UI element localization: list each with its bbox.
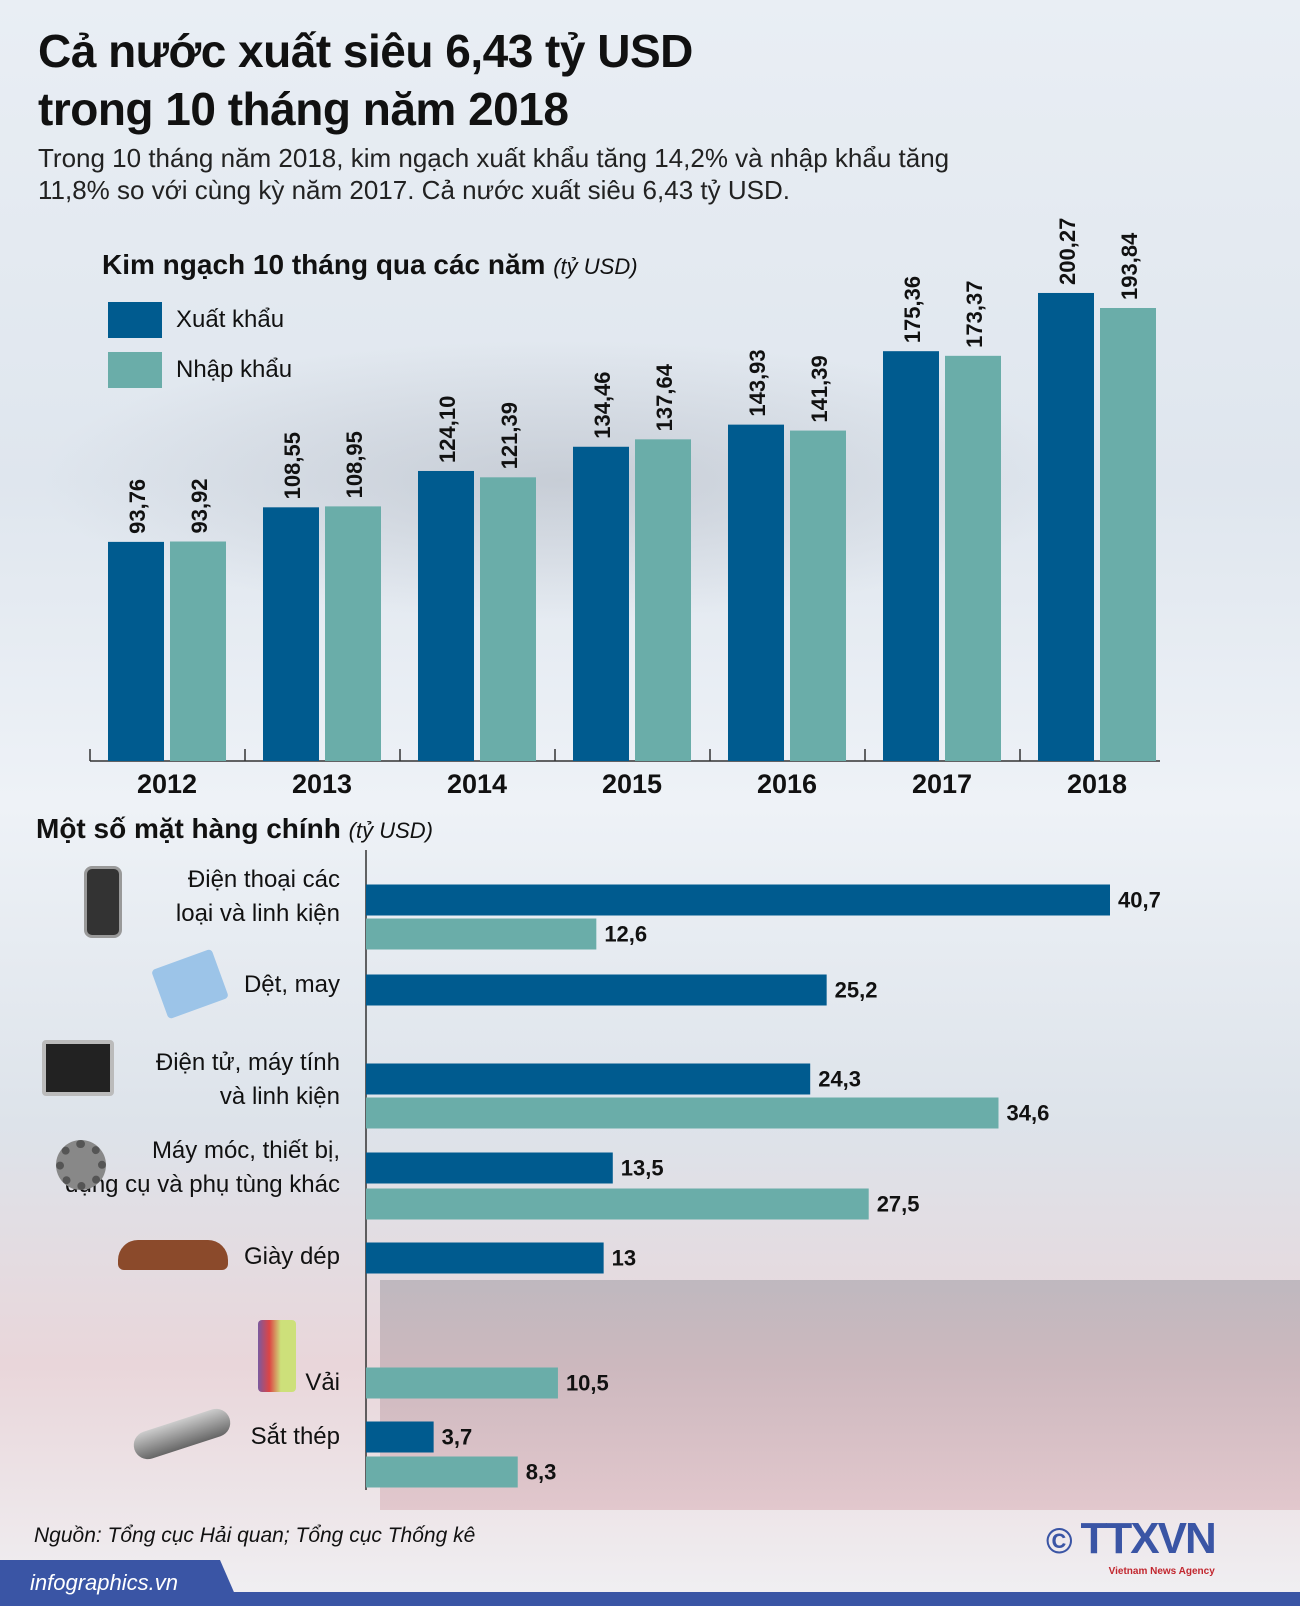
bar-import [366, 1456, 518, 1488]
bar-export-2012 [108, 541, 164, 761]
data-label: 3,7 [442, 1425, 473, 1450]
page-title: Cả nước xuất siêu 6,43 tỷ USD trong 10 t… [38, 22, 693, 138]
data-label: 108,95 [342, 431, 367, 498]
product-label: Giày dép [244, 1240, 340, 1274]
data-label: 134,46 [590, 371, 615, 438]
footer-site-link[interactable]: infographics.vn [0, 1560, 240, 1606]
product-label: Điện thoại các loại và linh kiện [176, 863, 340, 931]
computer-icon [42, 1040, 114, 1096]
legend-import: Nhập khẩu [108, 352, 292, 388]
ttxvn-logo: © TTXVN Vietnam News Agency [1046, 1514, 1217, 1578]
data-label: 27,5 [877, 1192, 920, 1217]
chart1-title: Kim ngạch 10 tháng qua các năm (tỷ USD) [102, 249, 638, 280]
data-label: 173,37 [962, 281, 987, 348]
product-label-line: Vải [305, 1369, 340, 1396]
bar-export-2016 [728, 424, 784, 761]
x-tick-label: 2015 [602, 769, 662, 799]
bar-export-2013 [263, 507, 319, 761]
footer-bar [0, 1592, 1300, 1606]
product-label: Vải [305, 1366, 340, 1400]
data-label: 13,5 [621, 1156, 664, 1181]
x-tick-label: 2014 [447, 769, 507, 799]
bar-export [366, 1152, 613, 1184]
product-label: Dệt, may [244, 968, 340, 1002]
bar-import [366, 1188, 869, 1220]
title-line-2: trong 10 tháng năm 2018 [38, 83, 569, 135]
bar-import-2016 [790, 430, 846, 761]
bar-export [366, 974, 827, 1006]
product-label-line: Giày dép [243, 1243, 340, 1270]
bar-import [366, 918, 597, 950]
bar-import-2013 [325, 506, 381, 761]
bar-import-2018 [1100, 307, 1156, 761]
product-label-line: Dệt, may [243, 971, 340, 998]
data-label: 141,39 [807, 355, 832, 422]
x-tick-label: 2018 [1067, 769, 1127, 799]
data-label: 25,2 [835, 978, 878, 1003]
product-label: Máy móc, thiết bị, dụng cụ và phụ tùng kh… [65, 1134, 340, 1202]
bar-export-2018 [1038, 292, 1094, 761]
product-label: Sắt thép [251, 1420, 340, 1454]
data-label: 34,6 [1006, 1101, 1049, 1126]
fabric-icon [258, 1320, 296, 1392]
bar-export-2015 [573, 446, 629, 761]
data-label: 13 [612, 1246, 636, 1271]
data-label: 175,36 [900, 276, 925, 343]
gear-icon [56, 1140, 106, 1190]
bar-export-2014 [418, 470, 474, 761]
legend-export-label: Xuất khẩu [176, 306, 285, 333]
data-label: 93,92 [187, 478, 212, 533]
chart1-unit: (tỷ USD) [553, 254, 638, 279]
product-label-line: Điện tử, máy tính [155, 1049, 340, 1076]
data-label: 40,7 [1118, 888, 1161, 913]
data-label: 143,93 [745, 349, 770, 416]
legend-export: Xuất khẩu [108, 302, 284, 338]
legend-import-swatch [108, 352, 162, 388]
x-tick-label: 2013 [292, 769, 352, 799]
data-label: 193,84 [1117, 232, 1142, 300]
title-line-1: Cả nước xuất siêu 6,43 tỷ USD [38, 25, 693, 77]
data-label: 10,5 [566, 1371, 609, 1396]
data-label: 24,3 [818, 1067, 861, 1092]
x-tick-label: 2012 [137, 769, 197, 799]
bar-export-2017 [883, 351, 939, 761]
data-label: 137,64 [652, 363, 677, 431]
bar-import-2014 [480, 477, 536, 761]
legend-import-label: Nhập khẩu [176, 356, 293, 383]
bar-import [366, 1097, 999, 1129]
bar-import-2017 [945, 355, 1001, 761]
x-tick-label: 2016 [757, 769, 817, 799]
data-label: 124,10 [435, 396, 460, 463]
data-label: 8,3 [526, 1460, 557, 1485]
chart2-unit: (tỷ USD) [348, 818, 433, 843]
data-label: 12,6 [604, 922, 647, 947]
data-label: 93,76 [125, 479, 150, 534]
bar-export [366, 1063, 811, 1095]
chart2-title: Một số mặt hàng chính (tỷ USD) [36, 813, 433, 844]
product-label-line: và linh kiện [219, 1083, 340, 1110]
horizontal-bar-chart: 40,7 12,6 25,2 24,3 34,6 13,5 27,5 13 10,5 3,7 8,3 [365, 850, 1161, 1490]
product-label-line: dụng cụ và phụ tùng khác [65, 1171, 340, 1198]
bar-import-2015 [635, 439, 691, 761]
product-label-line: Máy móc, thiết bị, [151, 1137, 340, 1164]
column-chart: 93,76 93,92 2012 108,55 108,95 2013 124,10 121,… [89, 218, 1160, 799]
product-label-line: Điện thoại các [187, 866, 340, 893]
bar-export [366, 1421, 434, 1453]
subtitle: Trong 10 tháng năm 2018, kim ngạch xuất … [38, 143, 950, 205]
x-tick-label: 2017 [912, 769, 972, 799]
bar-export [366, 884, 1110, 916]
bar-import-2012 [170, 541, 226, 761]
bar-export [366, 1242, 604, 1274]
shoe-icon [118, 1240, 228, 1270]
product-label-line: Sắt thép [250, 1423, 340, 1450]
legend-export-swatch [108, 302, 162, 338]
source-note: Nguồn: Tổng cục Hải quan; Tổng cục Thống… [34, 1524, 476, 1547]
bar-import [366, 1367, 558, 1399]
product-label-line: loại và linh kiện [175, 900, 340, 927]
phone-icon [84, 866, 122, 938]
data-label: 121,39 [497, 402, 522, 469]
data-label: 108,55 [280, 432, 305, 499]
data-label: 200,27 [1055, 218, 1080, 285]
product-label: Điện tử, máy tính và linh kiện [156, 1046, 340, 1114]
